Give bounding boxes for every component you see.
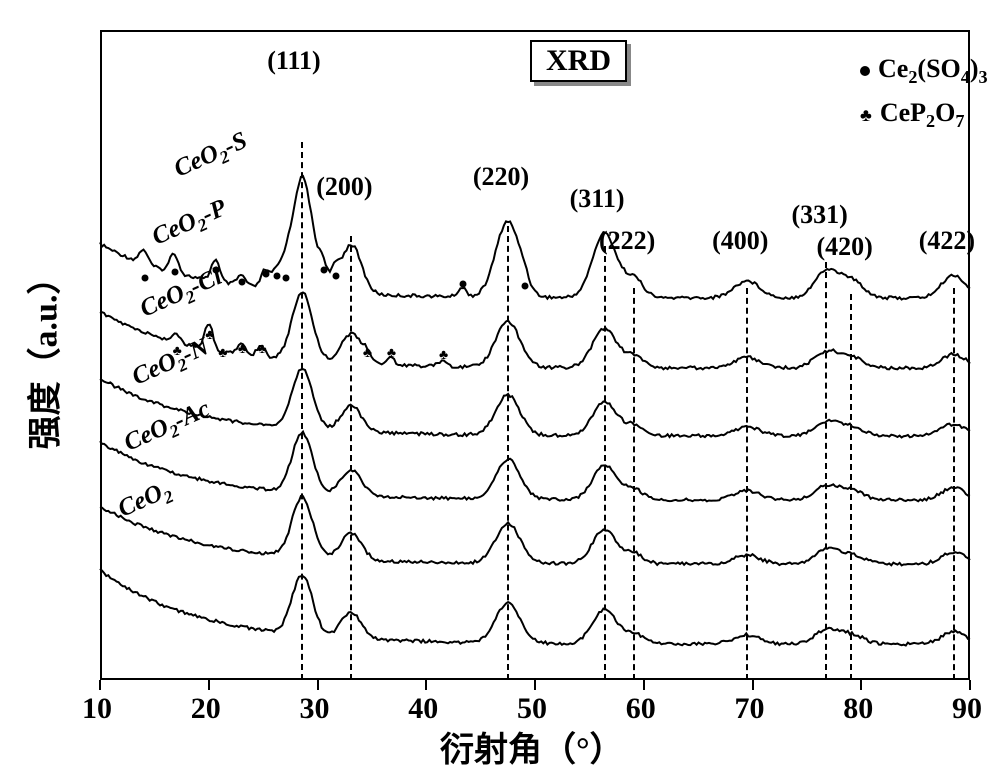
xrd-curve-CeO2-Cl — [100, 369, 970, 437]
xrd-curve-CeO2-S — [100, 176, 970, 299]
dot-icon — [522, 283, 529, 290]
dot-icon — [263, 271, 270, 278]
xrd-curve-CeO2-P — [100, 293, 970, 370]
dot-icon — [141, 275, 148, 282]
xrd-curve-CeO2 — [100, 569, 970, 646]
dot-icon — [332, 273, 339, 280]
club-icon: ♣ — [387, 347, 396, 361]
dot-icon — [274, 273, 281, 280]
club-icon: ♣ — [238, 343, 247, 357]
dot-icon — [282, 275, 289, 282]
dot-icon — [321, 267, 328, 274]
xrd-curve-CeO2-N — [100, 432, 970, 502]
club-icon: ♣ — [218, 347, 227, 361]
dot-icon — [239, 279, 246, 286]
dot-icon — [172, 269, 179, 276]
xrd-curve-CeO2-Ac — [100, 496, 970, 565]
dot-icon — [460, 281, 467, 288]
club-icon: ♣ — [439, 349, 448, 363]
club-icon: ♣ — [363, 347, 372, 361]
club-icon: ♣ — [257, 343, 266, 357]
club-icon: ♣ — [205, 329, 214, 343]
